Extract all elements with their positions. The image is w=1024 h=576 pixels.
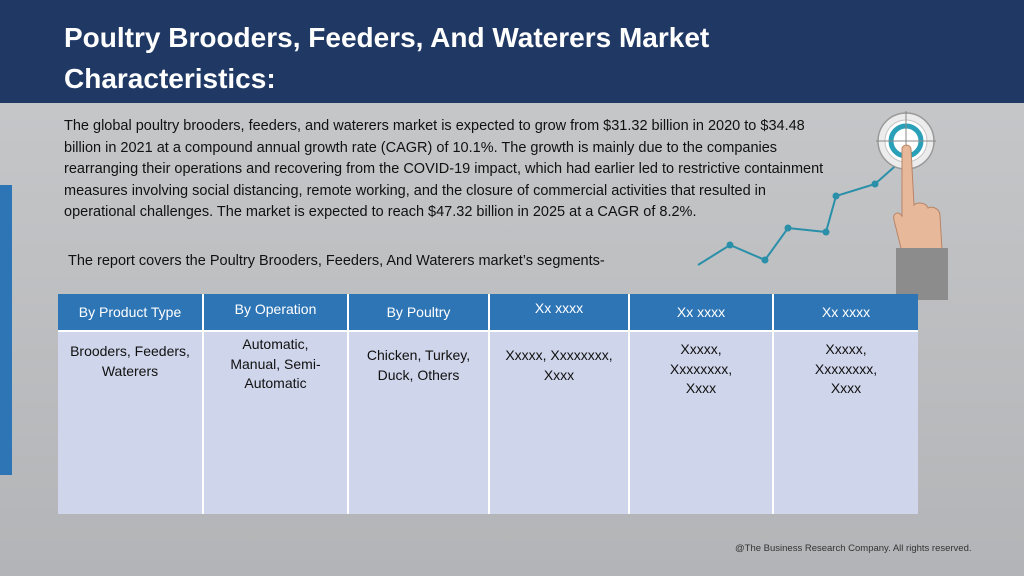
cell-operation: Automatic, Manual, Semi-Automatic [204,332,349,514]
pointing-hand-icon [893,144,948,300]
segments-table: By Product Type By Operation By Poultry … [58,294,918,514]
header-operation: By Operation [234,301,317,317]
table-header-cell: By Operation [204,294,349,332]
table-header-cell: Xx xxxx [490,294,630,332]
table-header-cell: By Poultry [349,294,490,332]
market-description: The global poultry brooders, feeders, an… [64,118,824,220]
segments-intro: The report covers the Poultry Brooders, … [68,253,605,269]
side-accent-bar [0,185,12,475]
copyright-footer: @The Business Research Company. All righ… [735,543,972,554]
header-placeholder-1: Xx xxxx [534,300,584,316]
table-header-cell: Xx xxxx [630,294,774,332]
cell-poultry: Chicken, Turkey, Duck, Others [349,332,490,514]
page-title: Poultry Brooders, Feeders, And Waterers … [64,22,710,94]
cell-placeholder-3: Xxxxx, Xxxxxxxx, Xxxx [774,332,918,514]
cell-product-type: Brooders, Feeders, Waterers [58,332,204,514]
header-placeholder-2: Xx xxxx [676,304,726,320]
table-header-cell: By Product Type [58,294,204,332]
table-row: Brooders, Feeders, Waterers Automatic, M… [58,332,918,514]
title-banner: Poultry Brooders, Feeders, And Waterers … [0,0,1024,103]
header-poultry: By Poultry [386,304,451,320]
table-header-row: By Product Type By Operation By Poultry … [58,294,918,332]
header-placeholder-3: Xx xxxx [821,304,871,320]
cell-placeholder-1: Xxxxx, Xxxxxxxx, Xxxx [490,332,630,514]
cell-placeholder-2: Xxxxx, Xxxxxxxx, Xxxx [630,332,774,514]
growth-graphic [697,111,948,300]
growth-line-icon [697,159,903,266]
header-product-type: By Product Type [78,304,182,320]
table-header-cell: Xx xxxx [774,294,918,332]
